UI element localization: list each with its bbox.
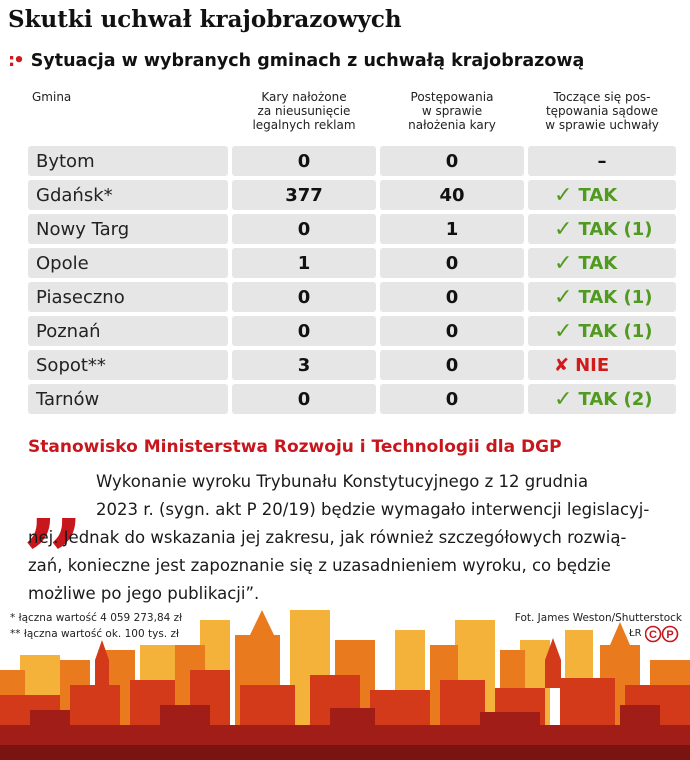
cell-sadowe: ✓ TAK (2) — [528, 384, 676, 414]
check-icon: ✓ — [554, 386, 573, 412]
cp-logo-letter-c: C — [649, 629, 657, 641]
cell-gmina: Piaseczno — [28, 282, 228, 312]
header-kary: Kary nałożone za nieusunięcie legalnych … — [232, 90, 376, 132]
cell-sadowe: ✓ TAK (1) — [528, 282, 676, 312]
ministry-heading: Stanowisko Ministerstwa Rozwoju i Techno… — [28, 437, 562, 457]
footnote-2: ** łączna wartość ok. 100 tys. zł — [10, 628, 179, 640]
subtitle-text: Sytuacja w wybranych gminach z uchwałą k… — [30, 50, 585, 71]
header-sadowe-line: Toczące się pos- — [553, 90, 651, 104]
cell-sadowe: – — [528, 146, 676, 176]
cell-postepowania: 0 — [380, 248, 524, 278]
cell-gmina: Bytom — [28, 146, 228, 176]
status-label: TAK — [578, 252, 618, 274]
status-label: – — [597, 150, 607, 172]
cell-gmina: Tarnów — [28, 384, 228, 414]
cell-gmina: Sopot** — [28, 350, 228, 380]
check-icon: ✓ — [554, 216, 573, 242]
subtitle: :• Sytuacja w wybranych gminach z uchwał… — [8, 50, 584, 71]
check-icon: ✓ — [554, 250, 573, 276]
header-postepowania-line: Postępowania — [410, 90, 494, 104]
quote-line: 2023 r. (sygn. akt P 20/19) będzie wymag… — [96, 500, 650, 519]
cell-kary: 3 — [232, 350, 376, 380]
header-gmina: Gmina — [32, 90, 72, 104]
author-initials: ŁR — [629, 628, 642, 639]
header-kary-line: Kary nałożone — [261, 90, 347, 104]
cell-kary: 377 — [232, 180, 376, 210]
cell-sadowe: ✘ NIE — [528, 350, 676, 380]
subtitle-marker-icon: :• — [8, 50, 25, 71]
header-postepowania-line: w sprawie — [421, 104, 483, 118]
status-label: TAK — [578, 184, 618, 206]
cell-sadowe: ✓ TAK (1) — [528, 316, 676, 346]
cp-logo-letter-p: P — [666, 629, 673, 641]
city-skyline-illustration — [0, 610, 690, 760]
header-sadowe: Toczące się pos- tępowania sądowe w spra… — [528, 90, 676, 132]
cell-gmina: Gdańsk* — [28, 180, 228, 210]
quote-line: zań, konieczne jest zapoznanie się z uza… — [28, 556, 611, 575]
cell-postepowania: 0 — [380, 384, 524, 414]
cell-gmina: Nowy Targ — [28, 214, 228, 244]
cell-sadowe: ✓ TAK — [528, 180, 676, 210]
cell-kary: 0 — [232, 316, 376, 346]
cell-postepowania: 1 — [380, 214, 524, 244]
cell-postepowania: 0 — [380, 282, 524, 312]
photo-credit: Fot. James Weston/Shutterstock — [514, 612, 682, 624]
quote-line: możliwe po jego publikacji”. — [28, 584, 260, 603]
status-label: TAK (1) — [578, 218, 653, 240]
quote-line: Wykonanie wyroku Trybunału Konstytucyjne… — [96, 472, 589, 491]
cell-gmina: Poznań — [28, 316, 228, 346]
status-label: TAK (1) — [578, 320, 653, 342]
status-label: TAK (1) — [578, 286, 653, 308]
cell-postepowania: 0 — [380, 350, 524, 380]
status-label: NIE — [575, 354, 610, 376]
quote-line: nej. Jednak do wskazania jej zakresu, ja… — [28, 528, 627, 547]
check-icon: ✓ — [554, 182, 573, 208]
header-kary-line: legalnych reklam — [252, 118, 356, 132]
cell-kary: 0 — [232, 146, 376, 176]
header-sadowe-line: w sprawie uchwały — [545, 118, 659, 132]
page-title: Skutki uchwał krajobrazowych — [8, 6, 402, 33]
cell-postepowania: 40 — [380, 180, 524, 210]
cell-sadowe: ✓ TAK (1) — [528, 214, 676, 244]
quote-lines-top: Wykonanie wyroku Trybunału Konstytucyjne… — [96, 468, 664, 524]
cell-postepowania: 0 — [380, 316, 524, 346]
cp-logo-icon: C P — [645, 625, 679, 643]
header-postepowania-line: nałożenia kary — [408, 118, 496, 132]
cell-postepowania: 0 — [380, 146, 524, 176]
quote-mark-icon: ,, — [26, 443, 85, 556]
quote-lines-bottom: nej. Jednak do wskazania jej zakresu, ja… — [28, 524, 664, 608]
check-icon: ✓ — [554, 318, 573, 344]
cell-kary: 0 — [232, 214, 376, 244]
cell-kary: 0 — [232, 384, 376, 414]
cell-gmina: Opole — [28, 248, 228, 278]
status-label: TAK (2) — [578, 388, 653, 410]
header-sadowe-line: tępowania sądowe — [545, 104, 659, 118]
check-icon: ✓ — [554, 284, 573, 310]
cross-icon: ✘ — [554, 354, 570, 376]
cell-sadowe: ✓ TAK — [528, 248, 676, 278]
cell-kary: 0 — [232, 282, 376, 312]
cell-kary: 1 — [232, 248, 376, 278]
header-postepowania: Postępowania w sprawie nałożenia kary — [380, 90, 524, 132]
footnote-1: * łączna wartość 4 059 273,84 zł — [10, 612, 183, 624]
header-kary-line: za nieusunięcie — [257, 104, 351, 118]
